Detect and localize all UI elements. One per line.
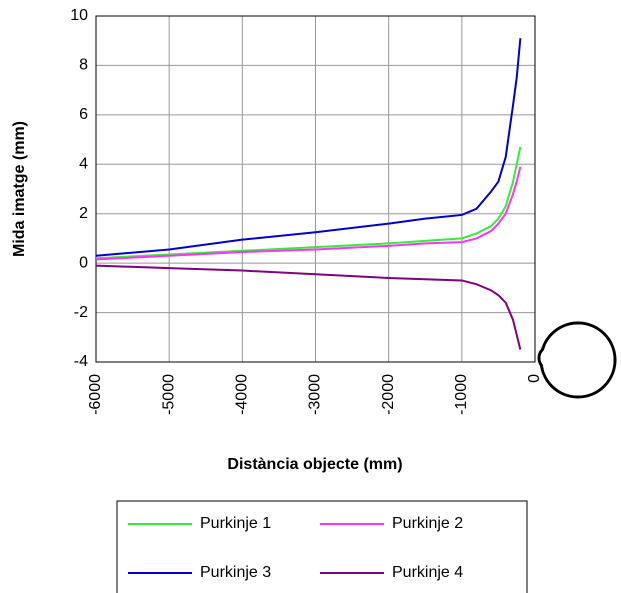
x-tick-label: 0 [526, 374, 543, 383]
x-tick-label: -3000 [307, 374, 324, 415]
series-line [95, 166, 522, 261]
series-line [95, 264, 522, 350]
x-tick-label: -2000 [380, 374, 397, 415]
legend-label: Purkinje 4 [392, 564, 463, 581]
y-tick-label: 2 [79, 205, 88, 222]
legend-label: Purkinje 3 [200, 564, 271, 581]
x-tick-label: -5000 [160, 374, 177, 415]
legend-box [116, 500, 528, 593]
y-tick-label: 6 [79, 106, 88, 123]
x-tick-label: -6000 [87, 374, 104, 415]
y-tick-label: 4 [79, 156, 88, 173]
series-line [95, 38, 522, 257]
series-line [95, 146, 522, 260]
eye-icon [537, 321, 617, 399]
y-tick-label: 8 [79, 57, 88, 74]
legend-label: Purkinje 1 [200, 515, 271, 532]
plot-border [95, 15, 536, 363]
x-axis-label: Distància objecte (mm) [227, 456, 402, 473]
y-tick-label: -4 [74, 353, 88, 370]
x-tick-label: -4000 [234, 374, 251, 415]
y-axis-label: Mida imatge (mm) [11, 121, 28, 257]
legend-label: Purkinje 2 [392, 515, 463, 532]
y-tick-label: 0 [79, 254, 88, 271]
y-tick-label: 10 [70, 7, 88, 24]
x-tick-label: -1000 [453, 374, 470, 415]
y-tick-label: -2 [74, 304, 88, 321]
